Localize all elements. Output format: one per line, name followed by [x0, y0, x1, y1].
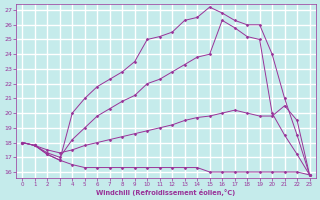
X-axis label: Windchill (Refroidissement éolien,°C): Windchill (Refroidissement éolien,°C) [96, 189, 236, 196]
